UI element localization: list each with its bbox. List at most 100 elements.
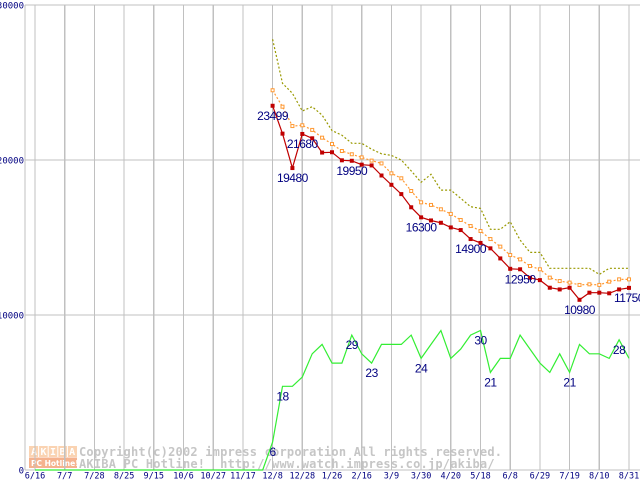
watermark: AKIBA PC Hotline! Copyright(c)2002 impre… xyxy=(29,445,502,471)
data-point-red xyxy=(478,240,483,245)
data-point-red xyxy=(557,287,562,292)
data-label-green: 30 xyxy=(474,334,487,348)
copyright-line: Copyright(c)2002 impress corporation All… xyxy=(79,445,502,459)
data-point-orange xyxy=(339,149,344,154)
data-point-red xyxy=(458,228,463,233)
data-label-green: 29 xyxy=(346,338,359,352)
data-point-orange xyxy=(547,275,552,280)
data-label-red: 14900 xyxy=(455,242,487,256)
y-tick-label: 20000 xyxy=(0,157,24,167)
data-point-orange xyxy=(359,155,364,160)
data-point-red xyxy=(379,173,384,178)
data-point-red xyxy=(508,266,513,271)
data-point-orange xyxy=(508,253,513,258)
data-point-orange xyxy=(429,202,433,207)
data-point-orange xyxy=(458,217,463,222)
x-tick-label: 7/28 xyxy=(84,472,104,480)
x-tick-label: 2/16 xyxy=(351,472,371,480)
data-point-orange xyxy=(270,88,275,93)
data-point-orange xyxy=(349,152,354,157)
data-point-orange xyxy=(478,228,483,233)
x-tick-label: 12/28 xyxy=(290,472,316,480)
data-point-orange xyxy=(399,176,404,181)
data-point-orange xyxy=(310,127,315,132)
data-point-orange xyxy=(607,279,612,284)
data-point-orange xyxy=(320,135,325,140)
data-label-red: 19950 xyxy=(336,164,368,178)
data-point-red xyxy=(537,278,542,283)
data-label-green: 28 xyxy=(613,343,626,357)
data-point-red xyxy=(349,158,354,163)
y-tick-label: 30000 xyxy=(0,2,24,12)
y-tick-label: 10000 xyxy=(0,312,24,322)
x-tick-label: 3/30 xyxy=(411,472,431,480)
data-point-red xyxy=(300,131,305,136)
site-url-line: AKIBA PC Hotline! http://www.watch.impre… xyxy=(79,457,495,471)
data-point-red xyxy=(528,275,532,280)
data-point-orange xyxy=(330,142,334,147)
data-point-red xyxy=(448,225,453,230)
x-tick-label: 10/6 xyxy=(173,472,193,480)
data-labels: 23499 19480 21680 19950 16300 14900 12950 10980… xyxy=(257,109,640,459)
data-point-orange xyxy=(577,282,582,287)
data-point-red xyxy=(310,136,315,141)
data-label-red: 10980 xyxy=(564,303,596,317)
data-point-red xyxy=(607,291,612,296)
data-point-orange xyxy=(557,279,562,284)
x-tick-label: 11/17 xyxy=(230,472,256,480)
data-label-red: 21680 xyxy=(287,137,319,151)
data-point-orange xyxy=(448,211,453,216)
logo-bottom-text: PC Hotline! xyxy=(31,459,79,468)
y-axis-labels: 0 10000 20000 30000 xyxy=(0,2,24,477)
data-point-red xyxy=(280,131,285,136)
x-tick-label: 8/10 xyxy=(589,472,609,480)
data-point-red xyxy=(587,290,592,295)
data-label-red: 23499 xyxy=(257,109,289,123)
data-point-red xyxy=(577,297,582,302)
data-label-green: 21 xyxy=(484,375,497,389)
data-label-red: 12950 xyxy=(505,272,537,286)
x-tick-label: 10/27 xyxy=(200,472,226,480)
x-tick-label: 8/31 xyxy=(619,472,639,480)
x-tick-label: 6/29 xyxy=(530,472,550,480)
markers-orange xyxy=(270,88,631,287)
data-point-red xyxy=(617,287,622,292)
data-label-green: 24 xyxy=(415,361,428,375)
series-lines xyxy=(35,39,631,471)
logo-top-text: AKIBA xyxy=(31,447,79,458)
data-label-green: 23 xyxy=(365,366,378,380)
data-point-orange xyxy=(587,282,592,287)
data-label-red: 19480 xyxy=(277,171,309,185)
data-point-red xyxy=(468,237,473,242)
data-point-orange xyxy=(627,277,631,282)
data-point-orange xyxy=(498,244,503,249)
data-point-red xyxy=(488,246,493,251)
data-point-red xyxy=(419,215,424,220)
data-point-orange xyxy=(300,123,305,128)
data-point-red xyxy=(597,290,602,295)
data-label-red: 11750 xyxy=(614,291,640,305)
data-point-red xyxy=(627,285,631,290)
x-axis-labels: 6/16 7/7 7/28 8/25 9/15 10/6 10/27 11/17 12/8 12/… xyxy=(25,472,639,480)
data-point-red xyxy=(498,256,503,261)
data-point-red xyxy=(567,285,572,290)
logo-top-background xyxy=(29,446,77,457)
data-point-orange xyxy=(280,104,285,109)
data-point-orange xyxy=(537,267,542,272)
data-point-red xyxy=(270,103,275,108)
data-point-red xyxy=(339,158,344,163)
x-tick-label: 6/16 xyxy=(25,472,45,480)
logo-bottom-background xyxy=(29,457,77,468)
data-label-green: 18 xyxy=(276,389,289,403)
data-point-red xyxy=(409,205,414,210)
grid xyxy=(24,4,640,471)
data-point-orange xyxy=(290,124,295,129)
data-point-red xyxy=(320,150,325,155)
x-tick-label: 3/9 xyxy=(384,472,399,480)
data-point-orange xyxy=(617,277,622,282)
data-point-red xyxy=(359,162,364,167)
data-point-orange xyxy=(488,237,493,242)
data-point-red xyxy=(547,285,552,290)
data-point-orange xyxy=(409,189,414,193)
